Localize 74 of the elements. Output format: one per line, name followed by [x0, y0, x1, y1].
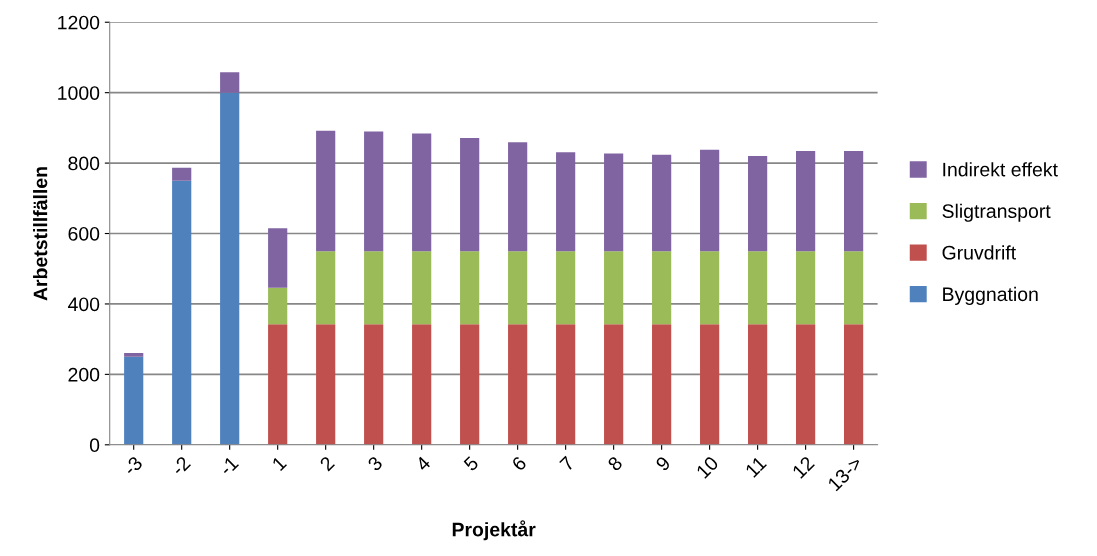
x-tick-label: 10	[695, 455, 720, 479]
bar	[124, 352, 144, 357]
x-tick-label: 5	[463, 455, 480, 472]
y-tick-label: 400	[67, 297, 100, 312]
bar	[364, 251, 384, 325]
bar	[604, 153, 624, 252]
bar	[748, 251, 768, 325]
bar	[652, 154, 672, 252]
bar	[268, 287, 288, 325]
bar	[412, 133, 432, 252]
y-tick-label: 1200	[58, 15, 100, 30]
bar	[700, 251, 720, 325]
y-tick-label: 600	[68, 226, 100, 241]
bar	[508, 251, 528, 325]
legend-label: Byggnation	[943, 286, 1038, 305]
x-tick-label: 1	[271, 455, 287, 472]
bar	[796, 324, 816, 445]
bar	[844, 151, 864, 252]
bar	[700, 324, 720, 445]
bar	[556, 152, 576, 252]
bar	[172, 180, 192, 445]
bar	[220, 72, 240, 93]
y-axis-title: Arbetstillfällen	[33, 167, 48, 301]
bar	[652, 324, 672, 445]
y-tick-label: 800	[68, 156, 100, 171]
bar	[220, 92, 240, 445]
bar	[604, 324, 624, 445]
bar	[508, 142, 528, 252]
bar	[364, 324, 384, 445]
bar	[316, 251, 336, 325]
x-tick-label: -1	[218, 455, 239, 477]
bar	[412, 324, 432, 445]
x-tick-label: 2	[319, 455, 335, 472]
bar	[508, 324, 528, 445]
x-tick-label: 7	[559, 455, 575, 472]
bar	[364, 131, 384, 252]
legend-label: Indirekt effekt	[943, 162, 1058, 177]
bar	[412, 251, 432, 325]
bar	[460, 251, 480, 325]
bar	[316, 130, 336, 252]
x-axis-title: Projektår	[452, 520, 536, 541]
bar	[700, 149, 720, 252]
y-tick-label: 0	[89, 438, 100, 453]
bar	[844, 251, 864, 325]
bar	[796, 251, 816, 325]
bar	[316, 324, 336, 445]
bar	[556, 324, 576, 445]
bar	[796, 151, 816, 252]
x-tick-label: 12	[791, 455, 815, 479]
x-tick-label: 3	[366, 455, 384, 472]
y-tick-label: 200	[68, 367, 100, 382]
bar	[460, 324, 480, 445]
bar	[124, 356, 144, 445]
x-tick-label: 6	[511, 455, 528, 472]
bar	[268, 228, 288, 288]
bar	[556, 251, 576, 325]
x-tick-label: -3	[122, 455, 144, 477]
bar	[748, 156, 768, 252]
bar	[268, 324, 288, 445]
x-tick-label: 9	[654, 455, 672, 472]
x-tick-label: -2	[170, 455, 191, 477]
legend-label: Sligtransport	[942, 203, 1051, 222]
bar	[460, 138, 480, 252]
bar	[748, 324, 768, 445]
legend-label: Gruvdrift	[942, 245, 1016, 260]
x-tick-label: 13->	[827, 455, 864, 492]
bar	[172, 167, 192, 181]
x-tick-label: 11	[744, 455, 767, 478]
bar	[652, 251, 672, 325]
bar	[844, 324, 864, 445]
x-tick-label: 8	[606, 455, 624, 472]
y-tick-label: 1000	[58, 86, 100, 100]
bar	[604, 251, 624, 325]
x-tick-label: 4	[414, 455, 432, 472]
